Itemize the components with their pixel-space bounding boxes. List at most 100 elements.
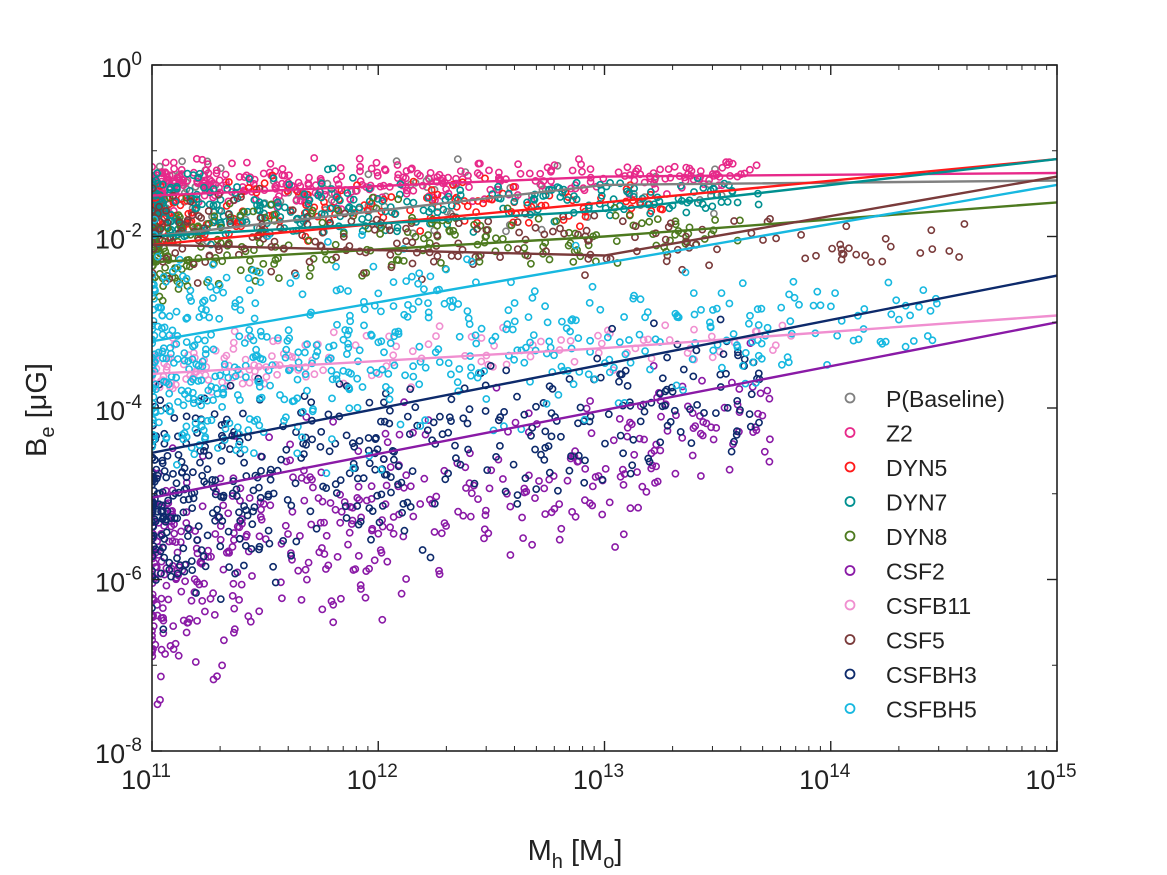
data-point [473, 197, 482, 205]
data-point [198, 200, 206, 209]
data-point [239, 207, 248, 216]
data-point [373, 168, 382, 177]
data-point [261, 213, 269, 222]
data-point [267, 352, 276, 360]
data-point [271, 578, 280, 587]
fit-line-9 [152, 183, 1057, 343]
data-point [568, 166, 577, 175]
data-point [597, 339, 606, 348]
data-point [298, 433, 306, 442]
data-point [618, 217, 627, 226]
data-point [401, 371, 409, 380]
data-point [192, 204, 201, 212]
data-point [642, 487, 651, 496]
data-point [621, 366, 630, 375]
data-point [346, 317, 355, 326]
data-point [892, 296, 901, 305]
data-point [350, 442, 359, 451]
data-point [353, 403, 362, 412]
data-point [686, 405, 694, 414]
data-point [516, 169, 525, 178]
data-point [244, 612, 253, 621]
data-point [387, 488, 395, 497]
data-point [271, 184, 280, 193]
data-point [549, 227, 557, 236]
data-point [566, 327, 574, 336]
data-point [506, 502, 515, 511]
data-point [186, 286, 195, 295]
data-point [206, 594, 215, 603]
fit-line-7 [152, 175, 1057, 257]
data-point [170, 414, 179, 422]
data-point [480, 534, 488, 543]
data-point [225, 419, 234, 427]
data-point [765, 394, 774, 403]
data-point [194, 361, 203, 370]
data-point [332, 175, 341, 184]
data-point [276, 391, 284, 399]
data-point [164, 380, 173, 389]
data-point [567, 316, 576, 325]
series-points-8 [152, 315, 764, 634]
data-point [172, 340, 181, 348]
data-point [712, 170, 721, 178]
data-point [242, 530, 251, 539]
data-point [196, 458, 204, 467]
data-point [676, 427, 685, 436]
data-point [716, 315, 725, 324]
data-point [211, 372, 220, 381]
data-point [177, 165, 186, 174]
data-point [174, 651, 183, 660]
data-point [691, 422, 700, 430]
data-point [332, 204, 341, 213]
data-point [254, 483, 263, 492]
data-point [580, 478, 589, 487]
data-point [431, 348, 440, 357]
data-point [238, 379, 247, 388]
data-point [658, 374, 667, 383]
data-point [435, 570, 444, 579]
data-point [272, 181, 281, 189]
data-point [425, 495, 434, 504]
data-point [712, 409, 720, 417]
data-point [386, 473, 395, 481]
data-point [165, 565, 174, 574]
data-point [670, 406, 679, 415]
data-point [709, 346, 718, 355]
data-point [730, 437, 738, 446]
data-point [682, 163, 691, 172]
data-point [418, 181, 427, 190]
data-point [332, 371, 341, 379]
data-point [732, 430, 741, 439]
data-point [200, 607, 209, 616]
data-point [385, 419, 394, 428]
data-point [588, 282, 597, 291]
data-point [178, 157, 186, 166]
data-point [596, 305, 605, 314]
data-point [162, 206, 170, 215]
legend-marker [844, 599, 856, 611]
data-point [661, 235, 670, 244]
fit-line-5 [152, 321, 1057, 499]
data-point [376, 230, 384, 238]
data-point [605, 368, 614, 377]
data-point [448, 180, 457, 189]
data-point [487, 466, 496, 475]
x-axis-label: Mh [Mo] [528, 835, 623, 873]
data-point [504, 243, 512, 252]
data-point [618, 465, 627, 474]
data-point [470, 479, 479, 488]
data-point [201, 562, 210, 571]
data-point [386, 250, 395, 259]
data-point [329, 341, 338, 350]
data-point [730, 217, 738, 225]
data-point [409, 362, 417, 371]
data-point [231, 569, 239, 578]
y-axis-label: Be [μG] [21, 363, 59, 457]
data-point [429, 418, 438, 427]
data-point [436, 258, 445, 267]
data-point [663, 353, 671, 362]
data-point [152, 604, 156, 612]
fit-line-0 [152, 179, 1057, 238]
